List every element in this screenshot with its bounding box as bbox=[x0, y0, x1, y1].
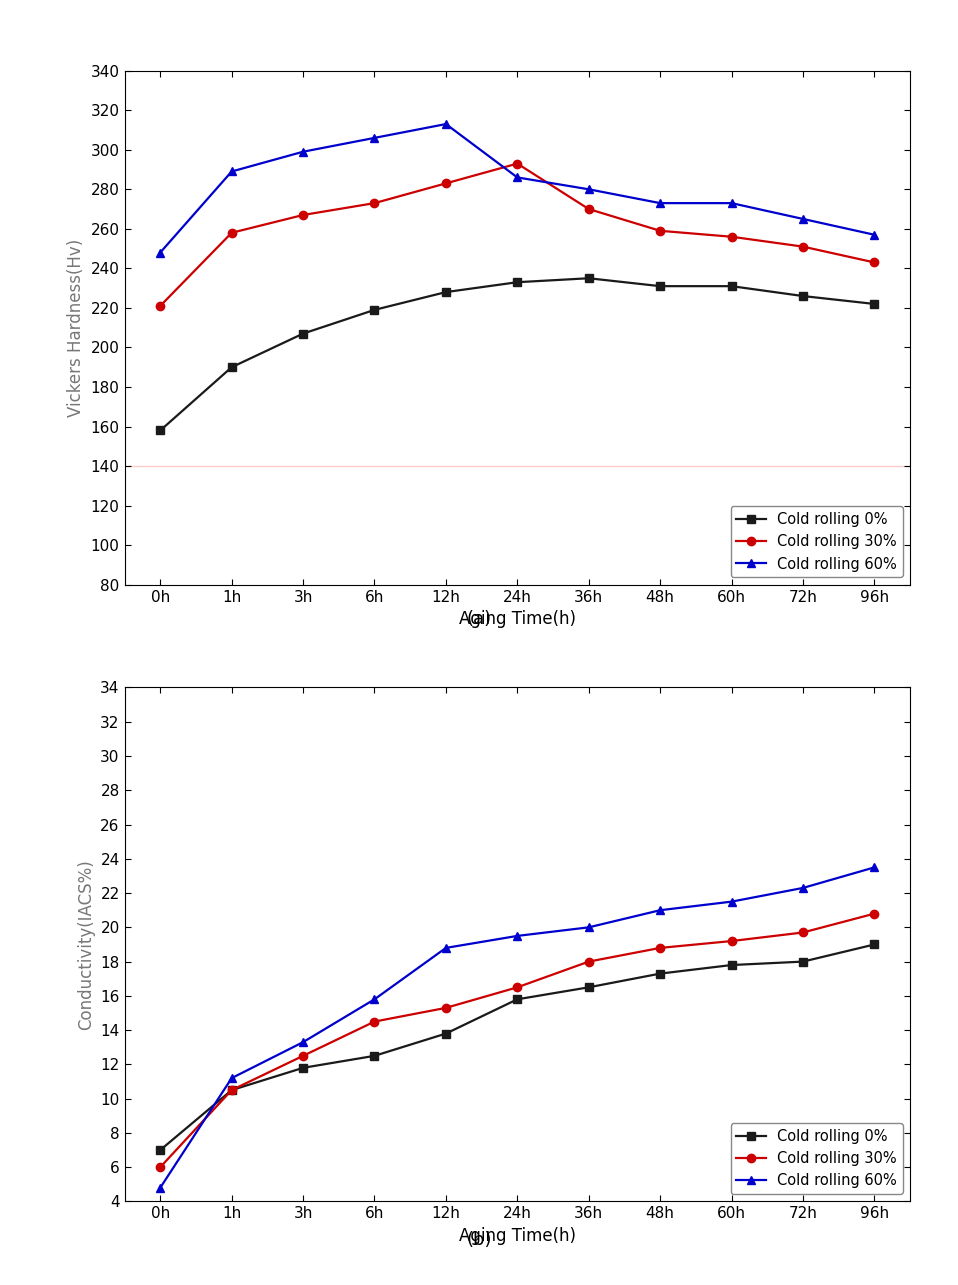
Line: Cold rolling 0%: Cold rolling 0% bbox=[156, 274, 878, 434]
Cold rolling 60% bbox=[369, 130, 380, 145]
Cold rolling 0% bbox=[654, 966, 666, 982]
Cold rolling 60% bbox=[154, 245, 166, 261]
Cold rolling 30% bbox=[297, 207, 308, 222]
Cold rolling 30% bbox=[869, 254, 880, 270]
Cold rolling 60% bbox=[583, 920, 595, 935]
X-axis label: Aging Time(h): Aging Time(h) bbox=[459, 610, 576, 628]
Cold rolling 60% bbox=[440, 941, 451, 956]
Cold rolling 0% bbox=[226, 1082, 238, 1097]
Cold rolling 0% bbox=[654, 279, 666, 294]
Cold rolling 30% bbox=[154, 298, 166, 314]
Legend: Cold rolling 0%, Cold rolling 30%, Cold rolling 60%: Cold rolling 0%, Cold rolling 30%, Cold … bbox=[731, 506, 902, 577]
Cold rolling 0% bbox=[797, 288, 809, 303]
Cold rolling 60% bbox=[654, 195, 666, 211]
Y-axis label: Conductivity(IACS%): Conductivity(IACS%) bbox=[77, 860, 95, 1029]
Cold rolling 0% bbox=[726, 957, 738, 973]
Cold rolling 0% bbox=[512, 992, 523, 1007]
Line: Cold rolling 30%: Cold rolling 30% bbox=[156, 159, 878, 310]
Cold rolling 30% bbox=[154, 1159, 166, 1174]
Cold rolling 30% bbox=[440, 176, 451, 191]
Cold rolling 60% bbox=[154, 1180, 166, 1195]
Cold rolling 60% bbox=[297, 1034, 308, 1050]
Cold rolling 30% bbox=[654, 224, 666, 239]
Line: Cold rolling 30%: Cold rolling 30% bbox=[156, 910, 878, 1172]
Cold rolling 30% bbox=[440, 1000, 451, 1015]
X-axis label: Aging Time(h): Aging Time(h) bbox=[459, 1227, 576, 1245]
Cold rolling 60% bbox=[297, 144, 308, 159]
Cold rolling 60% bbox=[869, 860, 880, 875]
Cold rolling 60% bbox=[869, 227, 880, 243]
Cold rolling 60% bbox=[583, 181, 595, 197]
Cold rolling 0% bbox=[154, 1142, 166, 1158]
Cold rolling 30% bbox=[797, 925, 809, 941]
Cold rolling 0% bbox=[226, 360, 238, 375]
Cold rolling 60% bbox=[226, 1070, 238, 1086]
Cold rolling 30% bbox=[726, 229, 738, 244]
Cold rolling 0% bbox=[583, 271, 595, 287]
Text: (b): (b) bbox=[467, 1231, 491, 1249]
Cold rolling 30% bbox=[583, 202, 595, 217]
Cold rolling 0% bbox=[726, 279, 738, 294]
Cold rolling 60% bbox=[797, 211, 809, 226]
Cold rolling 60% bbox=[440, 117, 451, 132]
Cold rolling 30% bbox=[297, 1049, 308, 1064]
Line: Cold rolling 0%: Cold rolling 0% bbox=[156, 941, 878, 1154]
Cold rolling 0% bbox=[869, 937, 880, 952]
Cold rolling 30% bbox=[369, 195, 380, 211]
Cold rolling 30% bbox=[226, 1082, 238, 1097]
Cold rolling 60% bbox=[726, 195, 738, 211]
Cold rolling 0% bbox=[369, 1049, 380, 1064]
Cold rolling 0% bbox=[512, 275, 523, 290]
Cold rolling 30% bbox=[512, 155, 523, 171]
Cold rolling 0% bbox=[297, 1060, 308, 1076]
Cold rolling 60% bbox=[512, 928, 523, 943]
Cold rolling 60% bbox=[797, 880, 809, 896]
Cold rolling 0% bbox=[440, 1025, 451, 1041]
Cold rolling 60% bbox=[512, 170, 523, 185]
Cold rolling 30% bbox=[369, 1014, 380, 1029]
Cold rolling 0% bbox=[583, 979, 595, 995]
Cold rolling 60% bbox=[226, 163, 238, 179]
Cold rolling 0% bbox=[440, 284, 451, 299]
Cold rolling 0% bbox=[869, 297, 880, 312]
Cold rolling 30% bbox=[226, 225, 238, 240]
Cold rolling 0% bbox=[154, 423, 166, 438]
Cold rolling 30% bbox=[583, 953, 595, 969]
Line: Cold rolling 60%: Cold rolling 60% bbox=[156, 864, 878, 1192]
Cold rolling 0% bbox=[369, 302, 380, 317]
Cold rolling 60% bbox=[369, 992, 380, 1007]
Cold rolling 0% bbox=[297, 326, 308, 342]
Cold rolling 60% bbox=[726, 894, 738, 910]
Line: Cold rolling 60%: Cold rolling 60% bbox=[156, 120, 878, 257]
Cold rolling 30% bbox=[726, 933, 738, 948]
Cold rolling 0% bbox=[797, 953, 809, 969]
Text: (a): (a) bbox=[467, 610, 491, 628]
Cold rolling 30% bbox=[869, 906, 880, 921]
Y-axis label: Vickers Hardness(Hv): Vickers Hardness(Hv) bbox=[67, 239, 85, 416]
Cold rolling 30% bbox=[797, 239, 809, 254]
Cold rolling 60% bbox=[654, 902, 666, 917]
Cold rolling 30% bbox=[654, 941, 666, 956]
Cold rolling 30% bbox=[512, 979, 523, 995]
Legend: Cold rolling 0%, Cold rolling 30%, Cold rolling 60%: Cold rolling 0%, Cold rolling 30%, Cold … bbox=[731, 1123, 902, 1194]
